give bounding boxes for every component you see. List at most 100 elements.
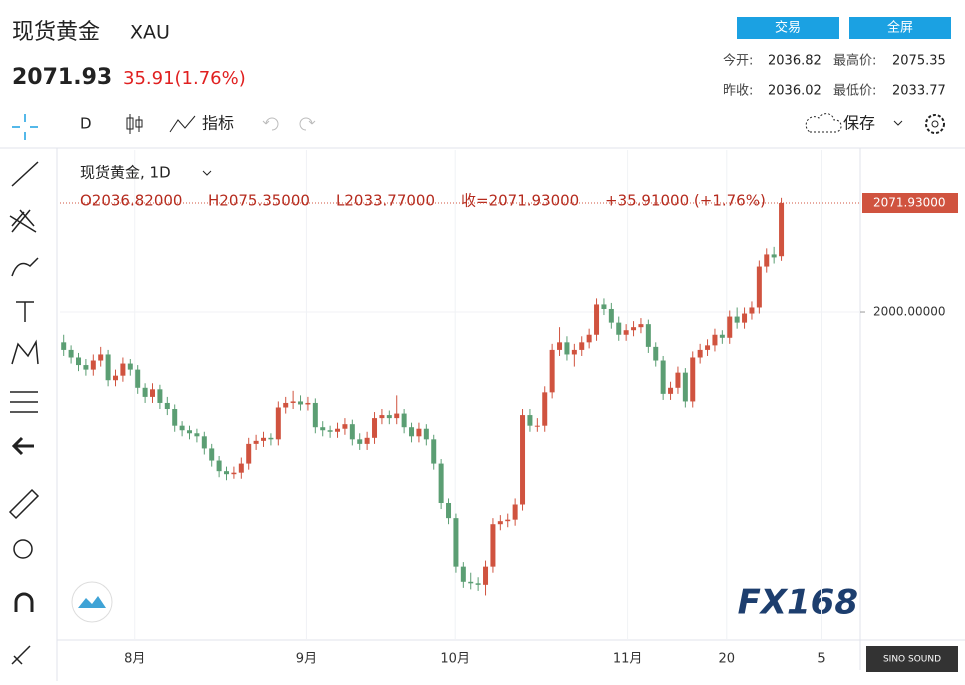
candle-body (209, 448, 215, 461)
candle-body (379, 415, 385, 419)
candle-body (527, 415, 533, 426)
candle-body (460, 566, 466, 582)
indicators[interactable]: 指标 (202, 114, 234, 133)
legend-menu[interactable] (202, 170, 212, 176)
candle-body (431, 439, 437, 464)
settings-center (931, 120, 939, 128)
candle-body (320, 427, 326, 431)
indicator-icon[interactable] (169, 115, 196, 133)
save-menu[interactable] (893, 120, 903, 126)
candle-icon[interactable] (126, 114, 143, 134)
interval[interactable]: D (80, 115, 92, 133)
candle-body (238, 463, 244, 473)
x-tick-label: 10月 (440, 652, 470, 667)
candle-body (423, 428, 429, 440)
candle-body (756, 266, 762, 308)
fullscreen-button[interactable] (849, 17, 951, 39)
candle-body (675, 372, 681, 388)
candle-body (201, 436, 207, 449)
ruler-tool[interactable] (8, 488, 40, 520)
stat-label: 最高价: (833, 53, 876, 69)
candle-body (616, 322, 622, 335)
candle-body (327, 430, 333, 432)
candle-body (261, 437, 267, 441)
candle-body (594, 304, 600, 335)
prediction-tool[interactable] (10, 391, 38, 413)
back-tool[interactable] (11, 436, 34, 456)
candle-body (61, 342, 67, 350)
candle-body (749, 307, 755, 314)
cloud-icon[interactable] (805, 113, 842, 133)
redo[interactable] (299, 117, 316, 131)
trade-button[interactable] (737, 17, 839, 39)
save[interactable]: 保存 (843, 114, 875, 133)
candle-body (216, 460, 222, 472)
stat-label: 最低价: (833, 84, 876, 99)
undo[interactable] (262, 117, 279, 131)
x-tick-label: 20 (719, 652, 736, 667)
candle-body (534, 425, 540, 427)
candle-body (194, 433, 200, 437)
last-price-label: 2071.93000 (873, 196, 946, 210)
candle-body (719, 334, 725, 338)
candle-body (542, 392, 548, 426)
candle-body (76, 357, 82, 366)
candle-body (172, 409, 178, 426)
candle-body (224, 471, 230, 475)
candle-body (305, 402, 311, 405)
candle-body (283, 402, 289, 408)
legend-name: 现货黄金, 1D (80, 164, 171, 182)
candle-body (631, 327, 637, 331)
stat-value: 2036.02 (768, 84, 822, 99)
badge-bg (866, 646, 958, 672)
price: 2071.93 (12, 65, 112, 90)
candle-body (179, 425, 185, 431)
fullscreen-button-label[interactable]: 全屏 (887, 20, 913, 36)
lock-tool[interactable] (11, 645, 31, 665)
x-tick-label: 8月 (124, 652, 145, 667)
candle-body (409, 427, 415, 437)
candle-body (164, 402, 170, 410)
candle-body (453, 518, 459, 567)
candle-body (586, 334, 592, 343)
candle-body (779, 203, 785, 257)
candle-body (764, 254, 770, 267)
x-tick-label: 11月 (613, 652, 643, 667)
pattern-tool[interactable] (11, 339, 39, 365)
candle-body (268, 437, 274, 440)
brush-tool[interactable] (11, 257, 39, 277)
x-tick-label: 9月 (296, 652, 317, 667)
line-tool[interactable] (11, 161, 39, 187)
trade-button-label[interactable]: 交易 (775, 20, 801, 36)
candle-body (638, 324, 644, 328)
candle-body (113, 375, 119, 381)
stat-value: 2036.82 (768, 54, 822, 69)
crosshair-tool[interactable] (12, 114, 38, 140)
candle-body (697, 349, 703, 358)
candle-body (68, 349, 74, 358)
candle-body (549, 349, 555, 393)
candle-body (512, 504, 518, 520)
candle-body (727, 316, 733, 338)
candle-body (231, 472, 237, 475)
fib-tool[interactable] (9, 209, 37, 233)
candle-body (312, 402, 318, 428)
candle-body (668, 387, 674, 394)
text-tool[interactable] (16, 301, 34, 322)
logo-button[interactable] (71, 581, 113, 623)
candle-body (505, 519, 511, 522)
candle-body (83, 365, 89, 370)
settings[interactable] (925, 114, 945, 134)
zoom-tool[interactable] (13, 539, 33, 559)
candle-body (446, 502, 452, 519)
magnet-tool[interactable] (14, 592, 34, 612)
stat-value: 2033.77 (892, 84, 946, 99)
candle-body (608, 308, 614, 323)
candle-body (520, 415, 526, 505)
candle-body (682, 372, 688, 402)
candle-body (653, 346, 659, 361)
candle-body (364, 437, 370, 444)
candle-body (290, 401, 296, 403)
candle-body (335, 428, 341, 432)
